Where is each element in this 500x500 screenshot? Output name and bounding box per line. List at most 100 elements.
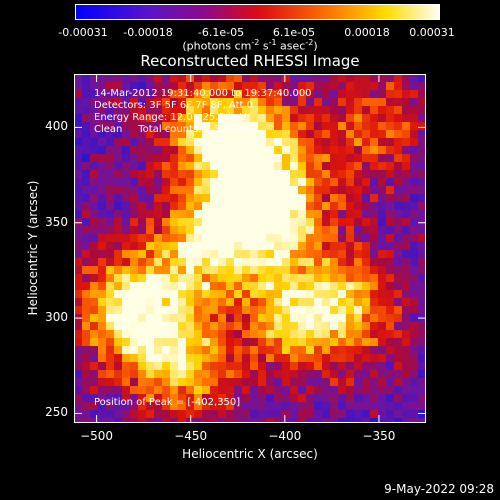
heatmap-cell (314, 346, 322, 354)
heatmap-cell (178, 338, 186, 346)
heatmap-cell (194, 122, 202, 130)
heatmap-cell (218, 234, 226, 242)
heatmap-cell (250, 234, 258, 242)
heatmap-cell (402, 218, 410, 226)
heatmap-cell (386, 378, 394, 386)
heatmap-cell (306, 354, 314, 362)
heatmap-cell (98, 234, 106, 242)
heatmap-cell (266, 322, 274, 330)
heatmap-cell (394, 266, 402, 274)
heatmap-cell (178, 114, 186, 122)
heatmap-cell (82, 370, 90, 378)
heatmap-cell (274, 138, 282, 146)
heatmap-cell (234, 130, 242, 138)
heatmap-cell (418, 330, 426, 338)
heatmap-cell (202, 250, 210, 258)
heatmap-cell (74, 370, 82, 378)
heatmap-cell (370, 114, 378, 122)
heatmap-cell (154, 338, 162, 346)
heatmap-cell (362, 90, 370, 98)
heatmap-cell (354, 338, 362, 346)
heatmap-cell (402, 314, 410, 322)
heatmap-cell (170, 290, 178, 298)
heatmap-cell (362, 178, 370, 186)
heatmap-cell (162, 74, 170, 82)
heatmap-cell (122, 186, 130, 194)
heatmap-cell (370, 378, 378, 386)
heatmap-cell (170, 202, 178, 210)
heatmap-cell (314, 186, 322, 194)
heatmap-cell (282, 258, 290, 266)
heatmap-cell (202, 178, 210, 186)
heatmap-cell (138, 274, 146, 282)
heatmap-cell (106, 394, 114, 402)
heatmap-cell (106, 242, 114, 250)
heatmap-cell (170, 282, 178, 290)
heatmap-cell (218, 226, 226, 234)
heatmap-cell (410, 354, 418, 362)
heatmap-cell (402, 114, 410, 122)
heatmap-cell (274, 410, 282, 418)
heatmap-cell (378, 154, 386, 162)
heatmap-cell (98, 138, 106, 146)
heatmap-cell (354, 162, 362, 170)
heatmap-cell (330, 306, 338, 314)
heatmap-cell (170, 306, 178, 314)
heatmap-cell (146, 162, 154, 170)
heatmap-cell (74, 106, 82, 114)
heatmap-cell (218, 346, 226, 354)
heatmap-cell (394, 322, 402, 330)
heatmap-cell (162, 282, 170, 290)
heatmap-cell (162, 250, 170, 258)
heatmap-cell (330, 106, 338, 114)
heatmap-cell (74, 394, 82, 402)
heatmap-cell (418, 138, 426, 146)
heatmap-cell (298, 154, 306, 162)
heatmap-cell (258, 154, 266, 162)
heatmap-cell (202, 90, 210, 98)
heatmap-cell (338, 290, 346, 298)
heatmap-cell (114, 138, 122, 146)
heatmap-cell (194, 402, 202, 410)
heatmap-cell (194, 418, 202, 423)
heatmap-cell (362, 194, 370, 202)
heatmap-cell (274, 162, 282, 170)
heatmap-cell (370, 146, 378, 154)
heatmap-cell (306, 418, 314, 423)
heatmap-cell (298, 106, 306, 114)
heatmap-cell (258, 130, 266, 138)
heatmap-cell (242, 218, 250, 226)
heatmap-cell (98, 90, 106, 98)
heatmap-cell (354, 154, 362, 162)
heatmap-cell (298, 202, 306, 210)
heatmap-cell (146, 290, 154, 298)
heatmap-cell (122, 282, 130, 290)
heatmap-cell (218, 90, 226, 98)
heatmap-cell (218, 74, 226, 82)
heatmap-cell (306, 162, 314, 170)
heatmap-cell (394, 282, 402, 290)
heatmap-cell (90, 194, 98, 202)
heatmap-cell (386, 130, 394, 138)
heatmap-cell (418, 186, 426, 194)
heatmap-cell (130, 210, 138, 218)
heatmap-cell (298, 250, 306, 258)
heatmap-cell (138, 98, 146, 106)
heatmap-cell (346, 298, 354, 306)
heatmap-cell (82, 274, 90, 282)
heatmap-cell (386, 106, 394, 114)
heatmap-cell (274, 402, 282, 410)
heatmap-cell (298, 274, 306, 282)
heatmap-cell (266, 290, 274, 298)
heatmap-cell (114, 130, 122, 138)
heatmap-cell (298, 290, 306, 298)
heatmap-cell (178, 146, 186, 154)
heatmap-cell (378, 290, 386, 298)
heatmap-cell (242, 290, 250, 298)
heatmap-cell (82, 266, 90, 274)
heatmap-cell (90, 418, 98, 423)
heatmap-cell (330, 330, 338, 338)
heatmap-cell (202, 106, 210, 114)
heatmap-cell (330, 74, 338, 82)
heatmap-cell (346, 362, 354, 370)
